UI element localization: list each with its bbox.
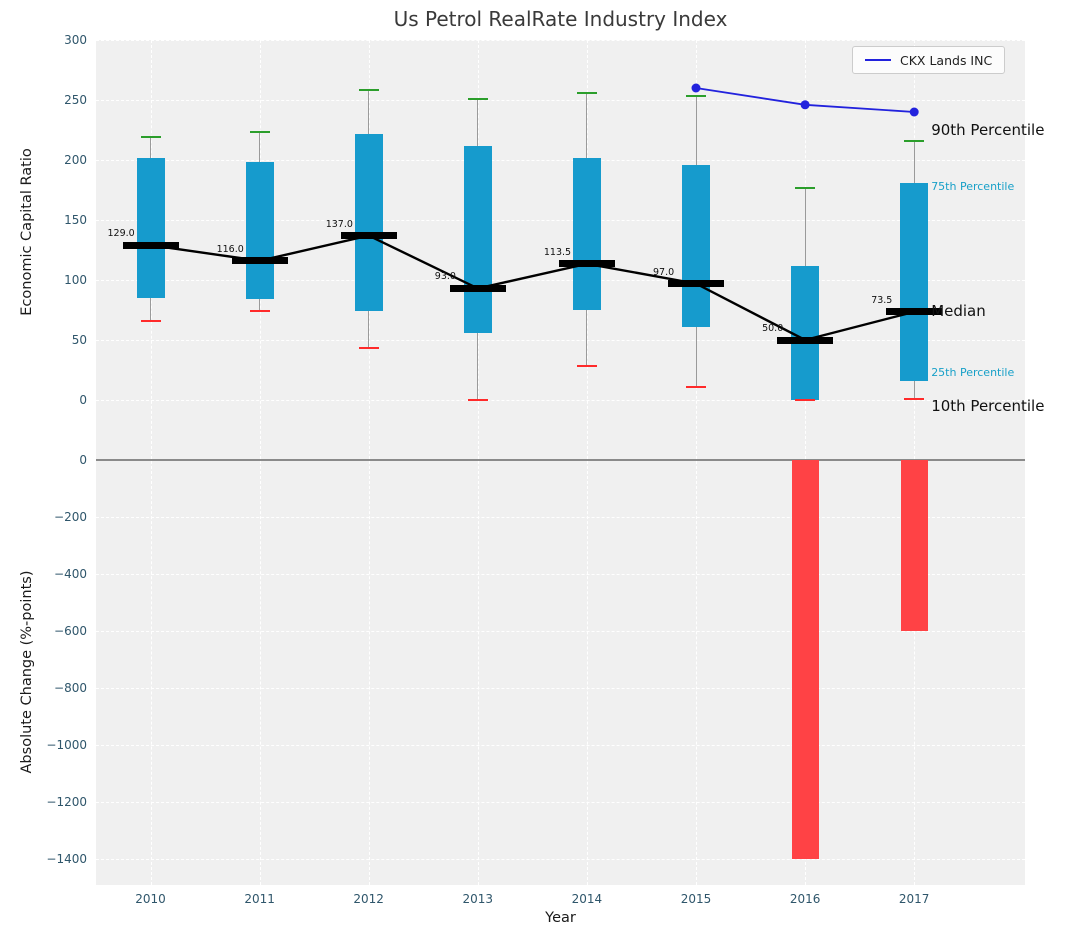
x-tick-label: 2014 <box>571 892 603 906</box>
p90-cap <box>576 91 597 94</box>
10th-percentile-label: 10th Percentile <box>931 396 1045 415</box>
iqr-box-2012 <box>354 133 383 312</box>
p10-cap <box>140 319 161 322</box>
median-marker <box>777 336 834 344</box>
plot-area <box>96 40 1025 885</box>
h-gridline <box>96 400 1025 401</box>
x-tick-label: 2011 <box>244 892 275 906</box>
zero-baseline <box>96 459 1025 461</box>
median-marker <box>231 257 288 265</box>
x-tick-label: 2010 <box>135 892 166 906</box>
p90-cap <box>140 136 161 139</box>
h-gridline <box>96 160 1025 161</box>
h-gridline <box>96 280 1025 281</box>
p90-cap <box>795 186 816 189</box>
top-y-axis-label: Economic Capital Ratio <box>19 148 35 316</box>
h-gridline <box>96 688 1025 690</box>
p10-cap <box>686 385 706 388</box>
median-value-label: 137.0 <box>325 218 353 230</box>
y-tick-label: −600 <box>54 624 87 639</box>
median-value-label: 129.0 <box>107 228 135 240</box>
legend: CKX Lands INC <box>852 46 1006 74</box>
iqr-box-2015 <box>682 164 710 327</box>
p90-cap <box>249 131 270 134</box>
p10-cap <box>358 347 379 350</box>
iqr-box-2014 <box>572 157 601 310</box>
v-gridline <box>477 40 479 885</box>
iqr-box-2013 <box>463 145 492 333</box>
h-gridline <box>96 573 1025 575</box>
median-marker <box>558 260 615 268</box>
y-tick-label: 0 <box>79 393 87 407</box>
y-tick-label: 200 <box>64 153 87 167</box>
y-tick-label: 50 <box>71 333 87 347</box>
y-tick-label: −1400 <box>46 852 87 867</box>
median-value-label: 73.5 <box>871 294 893 306</box>
x-tick-label: 2015 <box>680 892 712 906</box>
p10-cap <box>904 397 925 400</box>
median-marker <box>122 241 179 249</box>
75th-percentile-label: 75th Percentile <box>931 179 1015 193</box>
x-tick-label: 2012 <box>353 892 384 906</box>
p90-cap <box>686 95 706 98</box>
y-tick-label: 100 <box>64 273 87 287</box>
x-axis-label: Year <box>545 910 576 926</box>
p90-cap <box>904 139 925 142</box>
h-gridline <box>96 40 1025 41</box>
change-bar-2017 <box>900 459 928 632</box>
iqr-box-2016 <box>791 265 820 400</box>
chart-title: Us Petrol RealRate Industry Index <box>393 7 728 31</box>
x-tick-label: 2013 <box>462 892 494 906</box>
v-gridline <box>368 40 370 885</box>
y-tick-label: −400 <box>54 566 87 581</box>
median-marker <box>449 284 506 292</box>
h-gridline <box>96 859 1025 861</box>
v-gridline <box>259 40 261 885</box>
x-tick-label: 2016 <box>789 892 821 906</box>
iqr-box-2011 <box>245 162 274 300</box>
y-tick-label: 0 <box>79 452 87 467</box>
25th-percentile-label: 25th Percentile <box>931 365 1015 379</box>
y-tick-label: −1000 <box>46 738 87 753</box>
h-gridline <box>96 100 1025 101</box>
median-value-label: 116.0 <box>216 243 244 255</box>
v-gridline <box>150 40 152 885</box>
median-value-label: 97.0 <box>653 266 675 278</box>
p10-cap <box>576 365 597 368</box>
p10-cap <box>249 310 270 313</box>
h-gridline <box>96 220 1025 221</box>
median-label: Median <box>931 301 986 320</box>
y-tick-label: 250 <box>64 93 87 107</box>
p10-cap <box>467 399 488 401</box>
h-gridline <box>96 340 1025 341</box>
p90-cap <box>358 89 379 92</box>
iqr-box-2010 <box>136 157 165 298</box>
v-gridline <box>586 40 588 885</box>
x-tick-label: 2017 <box>898 892 930 906</box>
y-tick-label: −800 <box>54 681 87 696</box>
y-tick-label: 300 <box>64 33 87 47</box>
p90-cap <box>467 97 488 100</box>
iqr-box-2017 <box>900 182 929 381</box>
h-gridline <box>96 745 1025 747</box>
y-tick-label: −200 <box>54 509 87 524</box>
median-value-label: 113.5 <box>543 246 572 258</box>
y-tick-label: −1200 <box>46 795 87 810</box>
90th-percentile-label: 90th Percentile <box>931 120 1045 139</box>
median-marker <box>668 280 724 288</box>
v-gridline <box>696 40 697 885</box>
legend-line-sample <box>865 59 891 61</box>
median-value-label: 50.0 <box>762 323 784 334</box>
h-gridline <box>96 631 1025 633</box>
p10-cap <box>795 399 816 401</box>
legend-label: CKX Lands INC <box>900 52 993 68</box>
y-tick-label: 150 <box>64 213 87 227</box>
h-gridline <box>96 802 1025 804</box>
median-marker <box>340 232 397 240</box>
change-bar-2016 <box>791 459 819 860</box>
median-value-label: 93.0 <box>434 271 456 283</box>
h-gridline <box>96 516 1025 518</box>
